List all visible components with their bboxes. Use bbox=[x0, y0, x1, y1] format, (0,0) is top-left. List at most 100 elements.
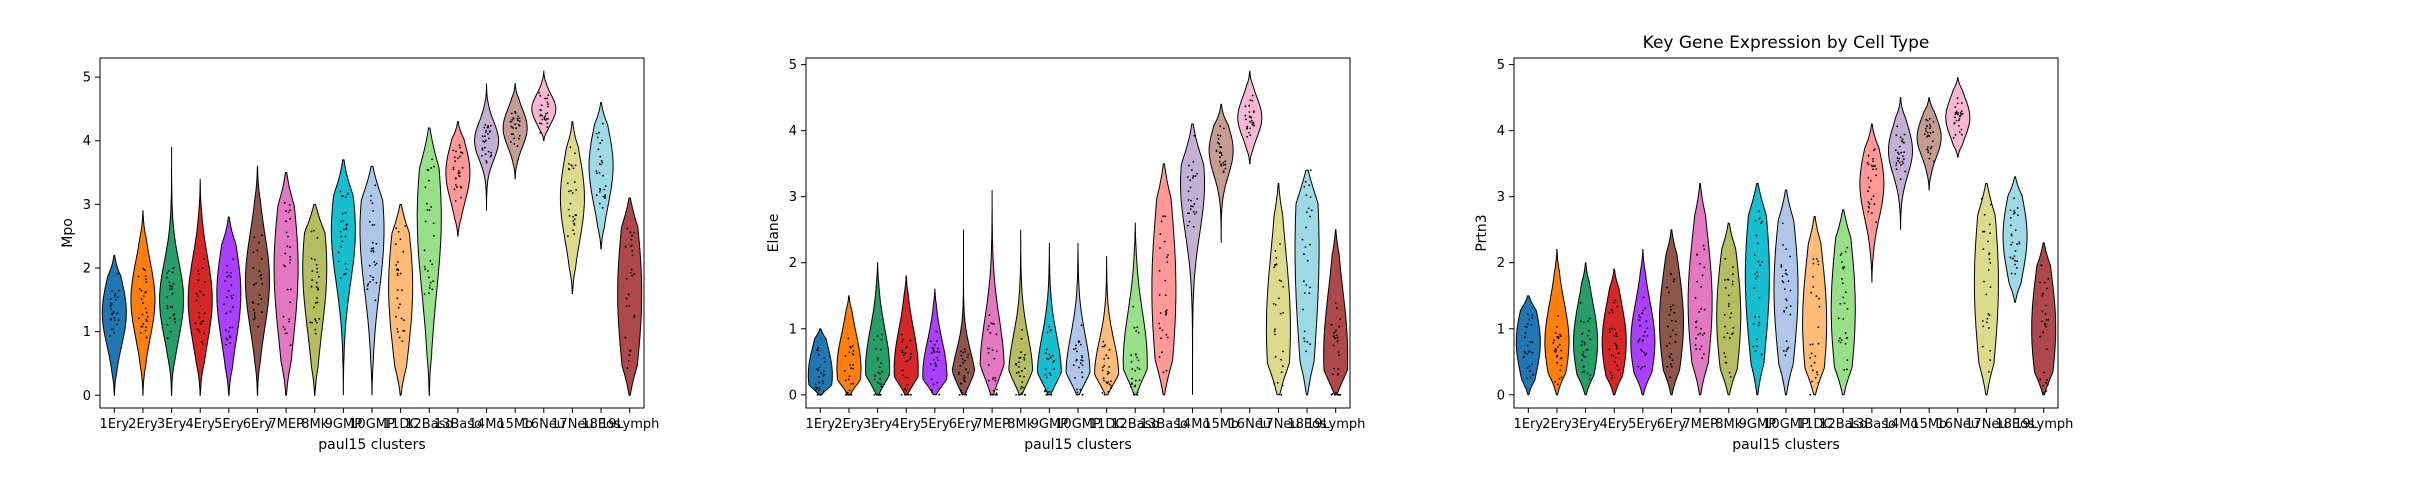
jitter-point bbox=[1276, 381, 1279, 384]
jitter-point bbox=[1952, 137, 1955, 139]
jitter-point bbox=[1639, 324, 1641, 327]
jitter-point bbox=[849, 364, 852, 366]
jitter-point bbox=[1105, 354, 1108, 357]
jitter-point bbox=[572, 215, 574, 218]
jitter-point bbox=[986, 328, 989, 331]
jitter-point bbox=[1281, 384, 1284, 387]
jitter-point bbox=[1217, 138, 1220, 140]
jitter-point bbox=[1249, 99, 1252, 102]
jitter-point bbox=[848, 351, 851, 354]
jitter-point bbox=[223, 303, 226, 306]
jitter-point bbox=[1637, 365, 1640, 368]
jitter-point bbox=[1081, 393, 1084, 396]
jitter-point bbox=[252, 267, 255, 269]
x-tick-label: 6Ery bbox=[1657, 417, 1687, 432]
jitter-point bbox=[906, 383, 909, 386]
jitter-point bbox=[1335, 391, 1337, 394]
jitter-point bbox=[994, 379, 997, 382]
jitter-point bbox=[229, 326, 231, 329]
jitter-point bbox=[1076, 388, 1078, 391]
jitter-point bbox=[965, 368, 967, 371]
jitter-point bbox=[961, 358, 964, 360]
jitter-point bbox=[2042, 391, 2045, 394]
x-tick-label: 3Ery bbox=[157, 417, 187, 432]
jitter-point bbox=[1019, 375, 1021, 378]
jitter-point bbox=[144, 275, 147, 277]
jitter-point bbox=[1929, 125, 1932, 127]
jitter-point bbox=[1812, 258, 1815, 260]
violin-2Ery bbox=[1544, 249, 1570, 396]
jitter-point bbox=[816, 386, 819, 389]
jitter-point bbox=[1780, 264, 1783, 266]
x-tick-label: 8Mk bbox=[1007, 417, 1034, 432]
jitter-point bbox=[513, 137, 515, 140]
jitter-point bbox=[372, 249, 374, 252]
jitter-point bbox=[424, 186, 427, 189]
jitter-point bbox=[1137, 331, 1140, 334]
y-tick-label: 1 bbox=[789, 322, 797, 337]
jitter-point bbox=[543, 116, 546, 119]
jitter-point bbox=[1756, 338, 1758, 341]
jitter-point bbox=[1756, 275, 1759, 278]
jitter-point bbox=[166, 305, 169, 308]
jitter-point bbox=[230, 284, 233, 287]
jitter-point bbox=[140, 289, 143, 292]
jitter-point bbox=[1700, 308, 1702, 310]
jitter-point bbox=[568, 190, 570, 193]
jitter-point bbox=[1895, 162, 1898, 164]
jitter-point bbox=[284, 252, 287, 255]
y-tick-label: 4 bbox=[1497, 124, 1505, 139]
jitter-point bbox=[315, 281, 318, 284]
jitter-point bbox=[1336, 340, 1339, 343]
jitter-point bbox=[1159, 327, 1161, 329]
jitter-point bbox=[203, 332, 205, 335]
violin-16Neu bbox=[531, 70, 557, 142]
jitter-point bbox=[1102, 340, 1105, 343]
jitter-point bbox=[1191, 169, 1193, 172]
jitter-point bbox=[340, 220, 342, 223]
jitter-point bbox=[931, 352, 933, 354]
jitter-point bbox=[1785, 340, 1788, 343]
jitter-point bbox=[342, 228, 345, 231]
y-tick-label: 4 bbox=[83, 134, 91, 149]
jitter-point bbox=[2041, 320, 2043, 323]
jitter-point bbox=[569, 146, 572, 149]
jitter-point bbox=[1867, 190, 1869, 193]
jitter-point bbox=[933, 351, 936, 353]
jitter-point bbox=[1782, 244, 1784, 246]
jitter-point bbox=[1675, 333, 1677, 336]
jitter-point bbox=[487, 126, 489, 128]
jitter-point bbox=[110, 289, 113, 292]
jitter-point bbox=[310, 257, 313, 260]
jitter-point bbox=[1643, 351, 1645, 354]
jitter-point bbox=[2010, 233, 2013, 236]
jitter-point bbox=[433, 165, 435, 168]
violin-11DC bbox=[1094, 256, 1120, 396]
jitter-point bbox=[315, 263, 318, 266]
jitter-point bbox=[901, 349, 904, 352]
jitter-point bbox=[630, 244, 633, 247]
jitter-point bbox=[1165, 313, 1167, 316]
jitter-point bbox=[1724, 356, 1727, 358]
x-tick-label: 9GMP bbox=[1031, 417, 1069, 432]
x-tick-label: 12Baso bbox=[405, 417, 453, 432]
x-tick-label: 13Baso bbox=[1140, 417, 1188, 432]
jitter-point bbox=[2018, 241, 2021, 244]
jitter-point bbox=[1076, 350, 1078, 353]
jitter-point bbox=[1250, 116, 1253, 119]
jitter-point bbox=[1813, 361, 1816, 364]
jitter-point bbox=[1761, 261, 1763, 263]
jitter-point bbox=[1224, 163, 1227, 166]
jitter-point bbox=[821, 380, 824, 382]
x-tick-label: 8Mk bbox=[1715, 417, 1742, 432]
jitter-point bbox=[1761, 220, 1763, 223]
jitter-point bbox=[397, 230, 400, 233]
jitter-point bbox=[817, 389, 820, 392]
jitter-point bbox=[2039, 281, 2041, 284]
jitter-point bbox=[166, 272, 169, 275]
jitter-point bbox=[1560, 335, 1562, 337]
jitter-point bbox=[1987, 327, 1990, 329]
jitter-point bbox=[1526, 377, 1529, 380]
jitter-point bbox=[1867, 201, 1870, 204]
jitter-point bbox=[1586, 334, 1589, 337]
